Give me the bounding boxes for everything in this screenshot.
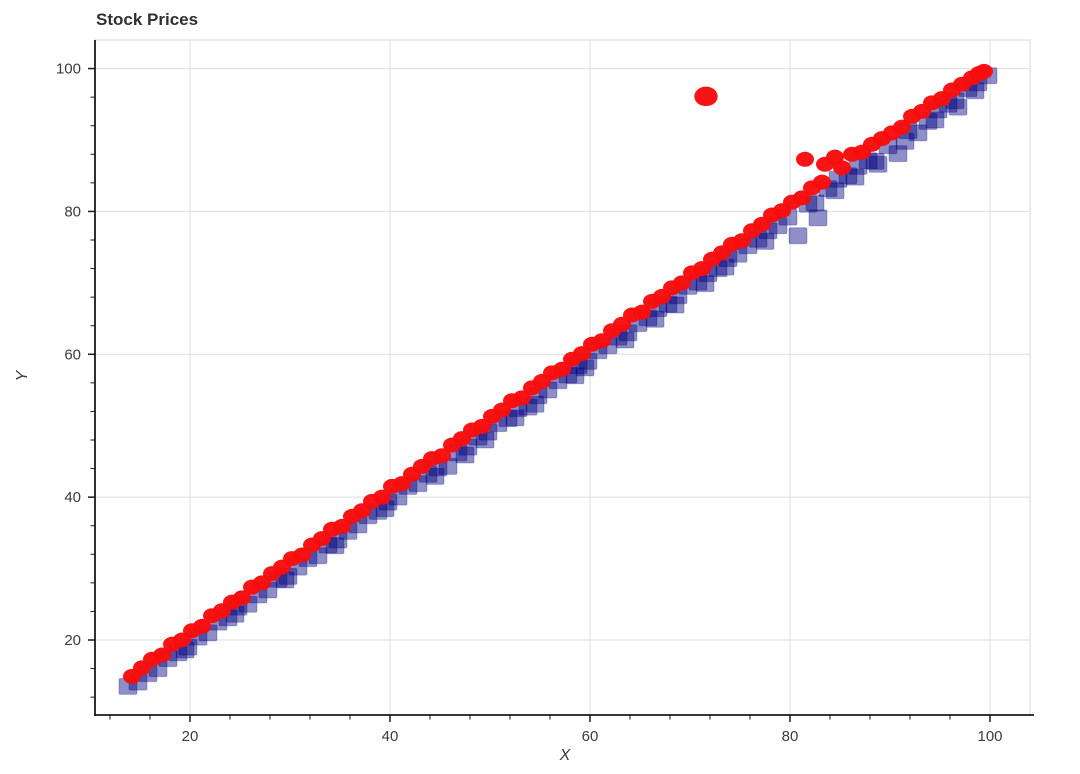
x-tick-label: 80	[782, 728, 799, 745]
data-point-circle	[153, 647, 171, 663]
data-point-square	[825, 182, 845, 200]
data-point-square	[865, 152, 885, 170]
y-axis-title: Y	[14, 369, 31, 381]
data-point-square	[925, 111, 945, 129]
data-point-circle	[796, 151, 814, 167]
data-point-circle	[733, 233, 751, 249]
data-point-circle	[813, 174, 831, 190]
y-tick-label: 20	[64, 632, 81, 649]
data-point-circle	[333, 518, 351, 534]
data-point-square	[615, 331, 635, 349]
data-point-square	[845, 168, 865, 186]
data-point-square	[325, 537, 345, 555]
data-point-square	[645, 310, 665, 328]
data-point-circle	[593, 333, 611, 349]
x-tick-label: 100	[977, 728, 1002, 745]
y-tick-label: 60	[64, 346, 81, 363]
data-point-circle	[473, 418, 491, 434]
data-point-circle	[233, 590, 251, 606]
chart-title: Stock Prices	[96, 10, 198, 29]
data-point-circle	[694, 86, 718, 107]
data-point-circle	[793, 190, 811, 206]
y-tick-label: 40	[64, 489, 81, 506]
x-tick-label: 20	[182, 728, 199, 745]
data-point-circle	[673, 275, 691, 291]
data-point-square	[695, 275, 715, 293]
data-point-circle	[975, 63, 993, 79]
data-point-circle	[553, 361, 571, 377]
data-point-circle	[293, 547, 311, 563]
data-point-square	[505, 409, 525, 427]
data-point-square	[755, 232, 775, 250]
data-point-square	[788, 227, 808, 245]
data-point-circle	[193, 618, 211, 634]
data-point-square	[888, 145, 908, 163]
data-point-circle	[373, 489, 391, 505]
data-point-circle	[833, 160, 851, 176]
data-point-square	[808, 209, 828, 227]
data-point-square	[455, 446, 475, 464]
x-axis-title: X	[559, 747, 572, 764]
data-point-square	[908, 124, 928, 142]
data-point-square	[868, 155, 888, 173]
y-tick-label: 100	[56, 61, 81, 78]
x-tick-label: 60	[582, 728, 599, 745]
data-point-circle	[513, 390, 531, 406]
plot-area: 20 40 60 80 100 20 40 60 80 100	[56, 39, 1034, 745]
data-point-square	[425, 467, 445, 485]
data-point-square	[665, 296, 685, 314]
data-point-circle	[893, 119, 911, 135]
data-point-circle	[433, 448, 451, 464]
data-point-square	[948, 98, 968, 116]
y-tick-label: 80	[64, 203, 81, 220]
data-point-circle	[633, 304, 651, 320]
x-tick-label: 40	[382, 728, 399, 745]
